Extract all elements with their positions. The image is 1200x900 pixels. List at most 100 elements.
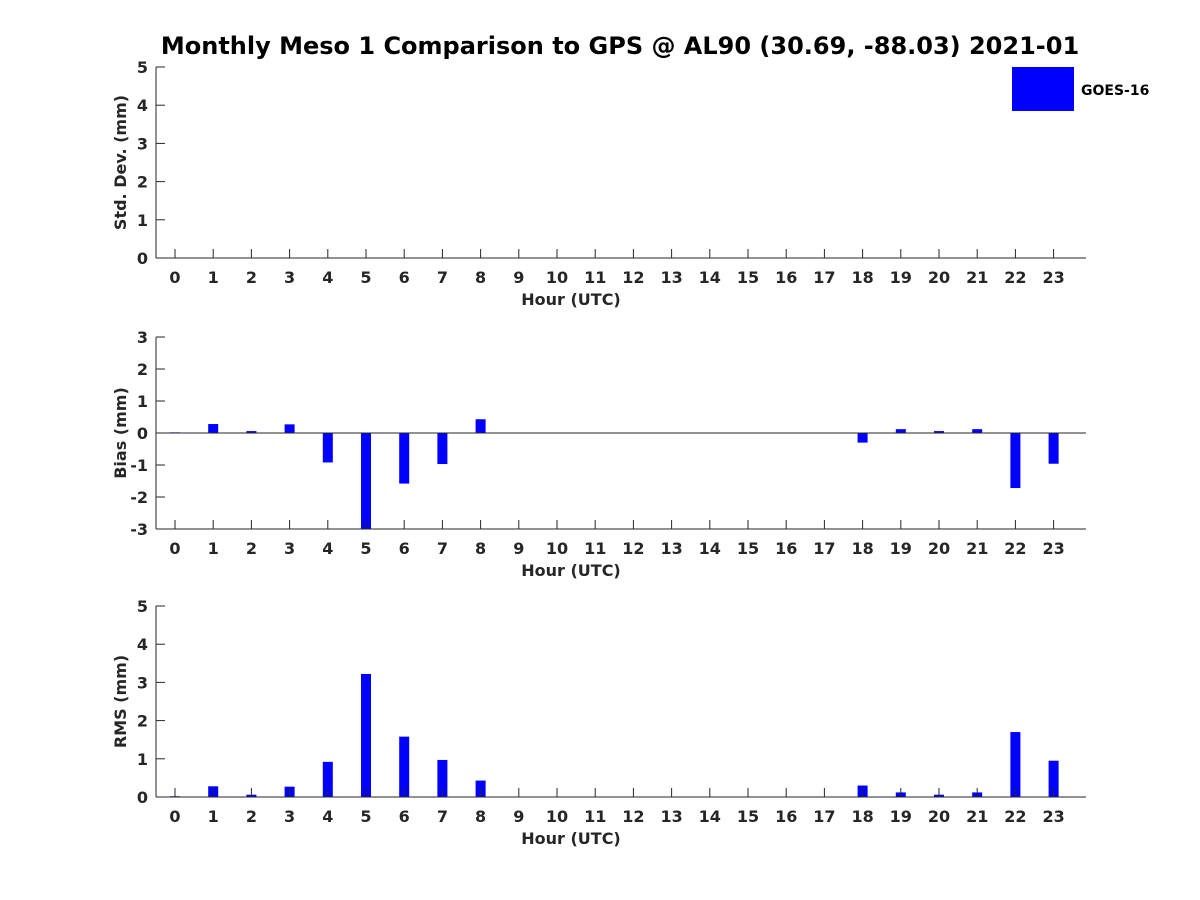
bias-y-tick-label: 2 (137, 360, 148, 379)
bias-x-tick-label: 19 (890, 539, 912, 558)
bias-bar-22 (1010, 433, 1021, 489)
bias-x-tick-label: 2 (246, 539, 257, 558)
rms-x-tick-label: 18 (851, 807, 873, 826)
std-dev-y-axis-label: Std. Dev. (mm) (111, 95, 130, 230)
bias-x-tick-label: 15 (737, 539, 759, 558)
std-dev-x-tick-label: 10 (546, 268, 568, 287)
std-dev-x-tick-label: 16 (775, 268, 797, 287)
bias-y-tick-label: 0 (137, 424, 148, 443)
bias-y-tick-label: -2 (130, 488, 148, 507)
bias-x-tick-label: 16 (775, 539, 797, 558)
bias-bar-8 (475, 419, 486, 433)
std-dev-x-tick-label: 14 (699, 268, 721, 287)
bias-x-tick-label: 4 (322, 539, 333, 558)
std-dev-x-tick-label: 11 (584, 268, 606, 287)
rms-x-tick-label: 20 (928, 807, 950, 826)
bias-bar-5 (361, 433, 371, 529)
rms-y-tick-label: 0 (137, 788, 148, 807)
bias-bar-1 (208, 424, 219, 433)
chart-title: Monthly Meso 1 Comparison to GPS @ AL90 … (161, 32, 1079, 60)
std-dev-y-tick-label: 0 (137, 249, 148, 268)
rms-x-tick-label: 10 (546, 807, 568, 826)
bias-bar-19 (895, 429, 906, 433)
bias-y-tick-label: 3 (137, 328, 148, 347)
rms-y-tick-label: 4 (137, 635, 148, 654)
std-dev-x-tick-label: 22 (1004, 268, 1026, 287)
rms-x-tick-label: 0 (169, 807, 180, 826)
bias-x-tick-label: 6 (399, 539, 410, 558)
std-dev-x-tick-label: 2 (246, 268, 257, 287)
bias-x-tick-label: 18 (851, 539, 873, 558)
rms-bar-5 (361, 673, 371, 797)
rms-x-tick-label: 22 (1004, 807, 1026, 826)
rms-x-tick-label: 9 (513, 807, 524, 826)
bias-x-tick-label: 13 (660, 539, 682, 558)
std-dev-x-tick-label: 13 (660, 268, 682, 287)
bias-y-tick-label: -1 (130, 456, 148, 475)
std-dev-x-tick-label: 20 (928, 268, 950, 287)
bias-bar-20 (934, 431, 944, 433)
std-dev-x-axis-label: Hour (UTC) (521, 290, 621, 309)
std-dev-y-tick-label: 1 (137, 211, 148, 230)
bias-bar-23 (1048, 433, 1059, 464)
rms-x-tick-label: 23 (1042, 807, 1064, 826)
rms-bar-6 (399, 736, 410, 797)
rms-bar-7 (437, 759, 448, 797)
bias-x-tick-label: 23 (1042, 539, 1064, 558)
rms-bar-22 (1010, 732, 1021, 797)
std-dev-x-tick-label: 0 (169, 268, 180, 287)
std-dev-x-tick-label: 5 (360, 268, 371, 287)
std-dev-y-tick-label: 5 (137, 58, 148, 77)
bias-x-tick-label: 8 (475, 539, 486, 558)
bias-y-axis-label: Bias (mm) (111, 387, 130, 479)
rms-x-tick-label: 4 (322, 807, 333, 826)
std-dev-x-tick-label: 12 (622, 268, 644, 287)
legend-label: GOES-16 (1081, 83, 1149, 99)
std-dev-x-tick-label: 1 (208, 268, 219, 287)
bias-bar-21 (972, 429, 983, 433)
bias-x-tick-label: 21 (966, 539, 988, 558)
bias-bar-4 (322, 433, 333, 463)
bias-x-tick-label: 20 (928, 539, 950, 558)
rms-x-tick-label: 11 (584, 807, 606, 826)
rms-x-tick-label: 16 (775, 807, 797, 826)
std-dev-x-tick-label: 8 (475, 268, 486, 287)
rms-x-tick-label: 12 (622, 807, 644, 826)
rms-x-tick-label: 15 (737, 807, 759, 826)
std-dev-x-tick-label: 9 (513, 268, 524, 287)
rms-y-tick-label: 1 (137, 750, 148, 769)
bias-x-tick-label: 0 (169, 539, 180, 558)
rms-x-tick-label: 1 (208, 807, 219, 826)
legend[interactable]: GOES-16 (1012, 67, 1149, 111)
bias-x-tick-label: 17 (813, 539, 835, 558)
rms-x-axis-label: Hour (UTC) (521, 829, 621, 848)
std-dev-x-tick-label: 7 (437, 268, 448, 287)
bias-x-tick-label: 14 (699, 539, 721, 558)
bias-x-axis-label: Hour (UTC) (521, 561, 621, 580)
rms-x-tick-label: 17 (813, 807, 835, 826)
rms-x-tick-label: 3 (284, 807, 295, 826)
std-dev-x-tick-label: 15 (737, 268, 759, 287)
std-dev-y-tick-label: 4 (137, 96, 148, 115)
std-dev-x-tick-label: 23 (1042, 268, 1064, 287)
rms-bar-4 (322, 761, 333, 797)
bias-x-tick-label: 9 (513, 539, 524, 558)
std-dev-x-tick-label: 21 (966, 268, 988, 287)
rms-y-tick-label: 5 (137, 597, 148, 616)
rms-x-tick-label: 14 (699, 807, 721, 826)
rms-x-tick-label: 5 (360, 807, 371, 826)
bias-bar-3 (284, 424, 295, 433)
bias-y-tick-label: -3 (130, 520, 148, 539)
bias-x-tick-label: 7 (437, 539, 448, 558)
std-dev-x-tick-label: 6 (399, 268, 410, 287)
rms-bar-23 (1048, 760, 1059, 797)
rms-x-tick-label: 7 (437, 807, 448, 826)
std-dev-x-tick-label: 4 (322, 268, 333, 287)
bias-x-tick-label: 10 (546, 539, 568, 558)
rms-x-tick-label: 13 (660, 807, 682, 826)
rms-y-tick-label: 2 (137, 712, 148, 731)
